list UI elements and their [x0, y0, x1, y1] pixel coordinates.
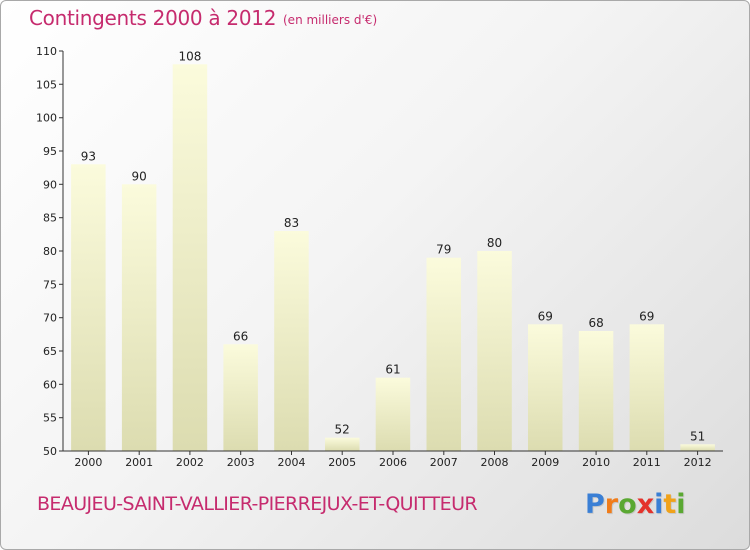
y-tick-label: 65	[43, 345, 57, 358]
y-tick-label: 85	[43, 212, 57, 225]
y-tick-label: 110	[36, 45, 57, 58]
data-label: 52	[335, 423, 350, 437]
y-tick-label: 90	[43, 178, 57, 191]
y-tick-label: 80	[43, 245, 57, 258]
bar	[325, 437, 360, 451]
x-tick-label: 2007	[430, 456, 458, 469]
x-tick-label: 2004	[278, 456, 306, 469]
bar	[172, 64, 208, 452]
data-label: 79	[436, 243, 451, 257]
bar	[375, 377, 411, 451]
bar	[578, 331, 614, 451]
bar	[71, 164, 106, 452]
y-tick-label: 60	[43, 378, 57, 391]
brand-logo-letter: x	[636, 489, 655, 520]
data-label: 66	[233, 329, 248, 343]
data-label: 68	[588, 316, 603, 330]
y-tick-label: 70	[43, 312, 57, 325]
chart-title: Contingents 2000 à 2012	[29, 6, 277, 30]
brand-logo-letter: t	[663, 489, 677, 520]
x-tick-label: 2010	[582, 456, 610, 469]
x-tick-label: 2000	[74, 456, 102, 469]
x-tick-label: 2006	[379, 456, 407, 469]
data-label: 69	[538, 309, 553, 323]
data-labels-group: 93 90 108 66 83 52 61 79 80 69 68 69 51	[81, 49, 705, 443]
bar	[477, 251, 512, 451]
y-tick-label: 75	[43, 278, 57, 291]
x-tick-label: 2008	[481, 456, 509, 469]
brand-logo-letter: r	[604, 489, 619, 520]
y-tick-label: 100	[36, 112, 57, 125]
data-label: 93	[81, 149, 96, 163]
bar	[121, 184, 157, 452]
brand-logo-letter: P	[585, 489, 605, 520]
bars-group	[71, 64, 715, 452]
x-tick-label: 2002	[176, 456, 204, 469]
bar	[426, 257, 461, 451]
x-tick-label: 2003	[227, 456, 255, 469]
data-label: 83	[284, 216, 299, 230]
bar	[528, 324, 563, 451]
bar	[223, 344, 258, 451]
data-label: 69	[639, 309, 654, 323]
data-label: 80	[487, 236, 502, 250]
brand-logo-letter: o	[618, 489, 637, 520]
bar	[680, 444, 715, 451]
data-label: 51	[690, 429, 705, 443]
brand-logo-letter: i	[676, 489, 686, 520]
commune-name: BEAUJEU-SAINT-VALLIER-PIERREJUX-ET-QUITT…	[37, 493, 478, 515]
bar	[274, 231, 309, 451]
x-tick-label: 2005	[328, 456, 356, 469]
data-label: 108	[178, 49, 201, 63]
brand-logo: Proxiti	[585, 489, 686, 520]
y-tick-label: 55	[43, 412, 57, 425]
x-tick-label: 2012	[684, 456, 712, 469]
x-tick-label: 2011	[633, 456, 661, 469]
y-tick-label: 50	[43, 445, 57, 458]
x-tick-label: 2001	[125, 456, 153, 469]
y-tick-label: 95	[43, 145, 57, 158]
x-tick-label: 2009	[531, 456, 559, 469]
data-label: 90	[132, 169, 147, 183]
y-tick-label: 105	[36, 78, 57, 91]
chart-subtitle: (en milliers d'€)	[283, 13, 378, 27]
bar	[629, 324, 665, 451]
axes-group: 2000 2001 2002 2003 2004 2005 2006 2007 2008 2009…	[36, 45, 723, 469]
brand-logo-letter: i	[654, 489, 664, 520]
data-label: 61	[385, 363, 400, 377]
